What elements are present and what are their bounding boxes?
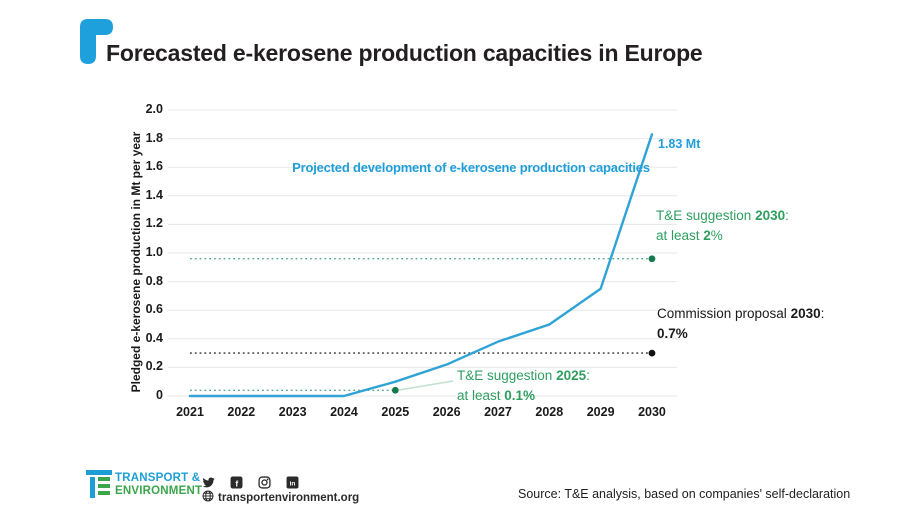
annotation-line: at least 0.1% (457, 388, 536, 403)
annotation-commission-proposal-2030: Commission proposal 2030: 0.7% (657, 304, 824, 344)
y-axis-title: Pledged e-kerosene production in Mt per … (129, 131, 143, 393)
annotation-line: Commission proposal 2030: (657, 306, 825, 321)
x-tick-label: 2023 (278, 405, 307, 419)
line-end-value-label: 1.83 Mt (658, 137, 701, 151)
twitter-icon[interactable] (202, 476, 215, 489)
y-tick-label: 0 (156, 388, 163, 402)
annotation-te-suggestion-2025: T&E suggestion 2025: at least 0.1% (457, 366, 590, 406)
y-tick-label: 1.0 (145, 245, 163, 259)
x-tick-label: 2022 (227, 405, 256, 419)
y-tick-label: 0.2 (145, 359, 163, 374)
x-tick-label: 2030 (638, 405, 666, 419)
svg-text:f: f (235, 478, 238, 488)
x-tick-label: 2025 (381, 405, 410, 419)
instagram-icon[interactable] (258, 476, 271, 489)
annotation-line: at least 2% (656, 228, 723, 243)
y-tick-label: 0.8 (145, 273, 163, 288)
x-tick-label: 2021 (176, 405, 204, 419)
footer-org-line2: ENVIRONMENT (115, 485, 203, 497)
globe-icon (202, 489, 214, 507)
y-tick-label: 1.8 (145, 130, 163, 145)
x-tick-label: 2029 (586, 405, 615, 419)
x-tick-label: 2024 (330, 405, 358, 419)
te-corner-logo (80, 19, 113, 64)
svg-text:in: in (290, 480, 296, 487)
y-tick-label: 2.0 (145, 102, 163, 116)
page-title: Forecasted e-kerosene production capacit… (106, 40, 703, 66)
website-link[interactable]: transportenvironment.org (218, 492, 360, 504)
x-tick-label: 2028 (535, 405, 564, 419)
facebook-icon[interactable]: f (230, 476, 243, 489)
annotation-line: T&E suggestion 2030: (656, 208, 789, 223)
y-tick-label: 1.2 (145, 216, 163, 231)
x-tick-label: 2026 (432, 405, 461, 419)
series-title: Projected development of e-kerosene prod… (292, 160, 650, 175)
x-tick-label: 2027 (484, 405, 512, 419)
annotation-te-suggestion-2030: T&E suggestion 2030: at least 2% (656, 206, 789, 246)
te-footer-logo (86, 470, 112, 498)
y-tick-label: 0.4 (145, 330, 163, 345)
website-row: transportenvironment.org (202, 489, 359, 507)
annotation-line: T&E suggestion 2025: (457, 368, 590, 383)
footer-org-name: TRANSPORT & ENVIRONMENT (115, 472, 202, 498)
annotation-line: 0.7% (657, 326, 688, 341)
social-icons-row: f in (202, 476, 299, 489)
y-tick-label: 1.4 (145, 187, 163, 202)
y-tick-label: 0.6 (145, 302, 163, 317)
footer-org-line1: TRANSPORT & (115, 472, 201, 484)
y-tick-label: 1.6 (145, 159, 163, 174)
source-text: Source: T&E analysis, based on companies… (518, 487, 851, 501)
linkedin-icon[interactable]: in (286, 476, 299, 489)
